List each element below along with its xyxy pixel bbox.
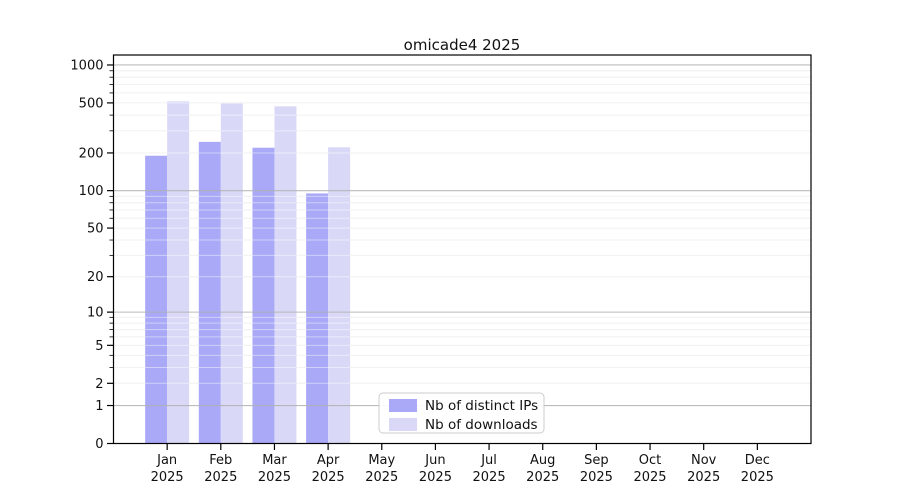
- x-tick-label-year: 2025: [312, 470, 345, 485]
- x-tick-label-year: 2025: [204, 470, 237, 485]
- x-tick-label-month: Apr: [317, 453, 340, 468]
- x-tick-label-year: 2025: [151, 470, 184, 485]
- bar-downloads-jan: [167, 101, 190, 444]
- y-tick-label: 10: [87, 306, 104, 321]
- axis-ticks: [107, 64, 758, 450]
- x-tick-label-year: 2025: [741, 470, 774, 485]
- bar-distinct-ips-apr: [306, 193, 329, 444]
- x-tick-label-month: Feb: [209, 453, 232, 468]
- legend-swatch-distinct-ips: [389, 399, 417, 412]
- y-tick-label: 100: [79, 184, 104, 199]
- y-axis-labels: 0 1 2 5 10 20 50 100 200 500 1000: [70, 58, 103, 452]
- legend-label-distinct-ips: Nb of distinct IPs: [425, 398, 538, 414]
- x-axis-labels: Jan 2025 Feb 2025 Mar 2025 Apr 2025 May 2025 Jun 20…: [151, 453, 774, 485]
- axes-frame: [112, 54, 812, 445]
- bar-downloads-apr: [328, 147, 351, 444]
- y-tick-label: 50: [87, 222, 104, 237]
- x-tick-label-month: May: [368, 453, 395, 468]
- y-tick-label: 20: [87, 270, 104, 285]
- y-tick-label: 200: [79, 146, 104, 161]
- bar-downloads-feb: [220, 103, 243, 444]
- legend-swatch-downloads: [389, 418, 417, 431]
- x-tick-label-month: Jun: [424, 453, 445, 468]
- x-tick-label-year: 2025: [419, 470, 452, 485]
- x-tick-label-year: 2025: [365, 470, 398, 485]
- chart-title: omicade4 2025: [404, 36, 521, 54]
- x-tick-label-month: Oct: [639, 453, 661, 468]
- legend: Nb of distinct IPs Nb of downloads: [378, 392, 545, 434]
- y-tick-label: 5: [95, 339, 103, 354]
- bar-distinct-ips-mar: [252, 147, 275, 444]
- plot-border: [112, 54, 812, 445]
- x-tick-label-month: Aug: [530, 453, 555, 468]
- legend-box: [378, 392, 545, 434]
- x-tick-label-year: 2025: [633, 470, 666, 485]
- x-tick-label-month: Jul: [480, 453, 497, 468]
- x-tick-label-month: Jan: [156, 453, 177, 468]
- y-tick-label: 500: [79, 96, 104, 111]
- x-tick-label-year: 2025: [687, 470, 720, 485]
- bar-downloads-mar: [274, 106, 297, 444]
- bar-distinct-ips-jan: [145, 155, 168, 444]
- y-tick-label: 0: [95, 437, 103, 452]
- x-tick-label-year: 2025: [473, 470, 506, 485]
- x-tick-label-year: 2025: [580, 470, 613, 485]
- x-tick-label-month: Nov: [691, 453, 717, 468]
- x-tick-label-year: 2025: [258, 470, 291, 485]
- x-tick-label-month: Sep: [584, 453, 609, 468]
- y-tick-label: 2: [95, 377, 103, 392]
- legend-label-downloads: Nb of downloads: [425, 417, 538, 433]
- x-tick-label-month: Mar: [262, 453, 287, 468]
- y-tick-label: 1: [95, 399, 103, 414]
- x-tick-label-year: 2025: [526, 470, 559, 485]
- y-tick-label: 1000: [70, 58, 103, 73]
- x-tick-label-month: Dec: [745, 453, 770, 468]
- bar-distinct-ips-feb: [198, 141, 221, 444]
